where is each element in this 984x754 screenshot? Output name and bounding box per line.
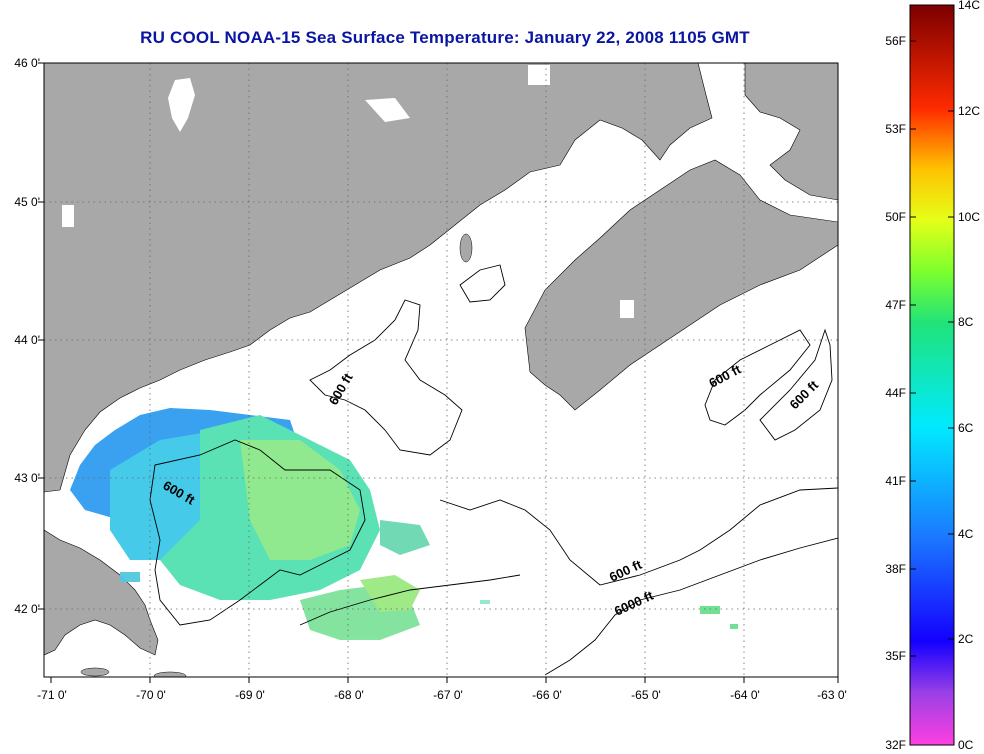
colorbar-fahrenheit-label: 38F xyxy=(885,562,906,576)
lon-tick-label: -66 0' xyxy=(532,688,562,702)
lon-tick-label: -64 0' xyxy=(730,688,760,702)
sst-satellite-patch xyxy=(70,408,738,640)
land-grand-manan xyxy=(459,233,473,263)
lon-tick-label: -63 0' xyxy=(817,688,847,702)
bathymetry-contours xyxy=(149,264,838,676)
colorbar-fahrenheit-label: 50F xyxy=(885,210,906,224)
land-cape-cod xyxy=(44,529,159,656)
lat-tick-label: 42 0' xyxy=(14,602,40,616)
colorbar-fahrenheit-label: 53F xyxy=(885,122,906,136)
graticule xyxy=(44,63,838,677)
lat-tick-label: 43 0' xyxy=(14,471,40,485)
colorbar-celsius-label: 4C xyxy=(958,527,974,541)
map-frame xyxy=(43,62,839,678)
lake xyxy=(365,98,410,122)
color-bar-ticks xyxy=(910,40,954,657)
colorbar-fahrenheit-label: 44F xyxy=(885,386,906,400)
lon-tick-label: -68 0' xyxy=(334,688,364,702)
colorbar-fahrenheit-label: 35F xyxy=(885,649,906,663)
colorbar-celsius-label: 2C xyxy=(958,632,974,646)
lake xyxy=(528,65,550,85)
colorbar-fahrenheit-label: 47F xyxy=(885,298,906,312)
lake xyxy=(168,78,195,132)
lon-tick-label: -71 0' xyxy=(37,688,67,702)
lon-tick-label: -65 0' xyxy=(631,688,661,702)
lat-tick-label: 44 0' xyxy=(14,333,40,347)
map-title: RU COOL NOAA-15 Sea Surface Temperature:… xyxy=(140,28,750,47)
land-marthas-vineyard xyxy=(80,667,110,677)
colorbar-celsius-label: 8C xyxy=(958,315,974,329)
lon-tick-label: -70 0' xyxy=(136,688,166,702)
colorbar-celsius-label: 14C xyxy=(958,0,980,12)
axis-ticks xyxy=(38,62,839,683)
colorbar-celsius-label: 0C xyxy=(958,738,974,752)
lon-tick-label: -69 0' xyxy=(235,688,265,702)
land-mainland xyxy=(44,63,713,493)
lon-tick-label: -67 0' xyxy=(433,688,463,702)
lat-tick-label: 45 0' xyxy=(14,195,40,209)
land-nova-scotia xyxy=(524,159,838,411)
land-nantucket xyxy=(153,671,187,677)
colorbar-celsius-label: 10C xyxy=(958,210,980,224)
color-bar xyxy=(909,4,955,746)
lake xyxy=(62,205,74,227)
land-northeast xyxy=(744,63,838,201)
lake xyxy=(620,300,634,318)
colorbar-fahrenheit-label: 41F xyxy=(885,474,906,488)
colorbar-celsius-label: 12C xyxy=(958,104,980,118)
lat-tick-label: 46 0' xyxy=(14,56,40,70)
colorbar-fahrenheit-label: 32F xyxy=(885,738,906,752)
colorbar-fahrenheit-label: 56F xyxy=(885,34,906,48)
colorbar-celsius-label: 6C xyxy=(958,421,974,435)
